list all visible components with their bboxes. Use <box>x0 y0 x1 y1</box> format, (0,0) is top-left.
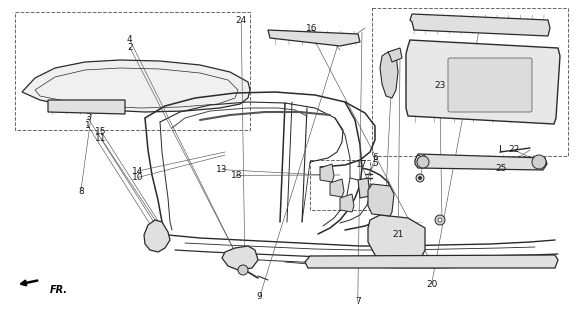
Polygon shape <box>368 184 394 216</box>
Polygon shape <box>410 14 550 36</box>
Circle shape <box>417 156 429 168</box>
Polygon shape <box>222 246 258 270</box>
Polygon shape <box>358 178 370 198</box>
Bar <box>372 8 568 156</box>
Text: 5: 5 <box>372 159 378 168</box>
Text: 4: 4 <box>127 36 133 44</box>
Text: 11: 11 <box>95 134 107 143</box>
Bar <box>310 160 370 210</box>
Polygon shape <box>330 179 344 197</box>
Polygon shape <box>320 164 334 182</box>
Text: 14: 14 <box>132 167 143 176</box>
Text: 15: 15 <box>95 127 107 136</box>
Circle shape <box>438 218 442 222</box>
Text: 7: 7 <box>355 297 361 306</box>
Polygon shape <box>268 30 360 46</box>
Text: 18: 18 <box>231 171 242 180</box>
Text: 22: 22 <box>508 145 519 154</box>
Text: 6: 6 <box>372 153 378 162</box>
Text: 8: 8 <box>78 187 84 196</box>
Circle shape <box>418 177 422 180</box>
Circle shape <box>416 174 424 182</box>
Polygon shape <box>144 220 170 252</box>
Polygon shape <box>406 40 560 124</box>
Text: 12: 12 <box>306 30 317 39</box>
Text: 24: 24 <box>235 16 247 25</box>
Polygon shape <box>48 100 125 114</box>
Text: FR.: FR. <box>50 285 68 295</box>
Polygon shape <box>368 215 425 264</box>
Circle shape <box>435 215 445 225</box>
Text: 3: 3 <box>85 113 91 122</box>
Circle shape <box>532 155 546 169</box>
Text: 10: 10 <box>132 173 143 182</box>
Polygon shape <box>388 48 402 62</box>
Text: 2: 2 <box>127 43 133 52</box>
Polygon shape <box>415 154 547 170</box>
Polygon shape <box>305 255 558 268</box>
Text: 23: 23 <box>434 81 445 90</box>
Text: 20: 20 <box>426 280 437 289</box>
Polygon shape <box>340 194 354 212</box>
Text: 19: 19 <box>380 199 391 208</box>
Text: 26: 26 <box>415 155 427 164</box>
Text: 1: 1 <box>85 121 91 130</box>
Text: 25: 25 <box>495 164 507 173</box>
Circle shape <box>236 254 244 262</box>
FancyBboxPatch shape <box>448 58 532 112</box>
Text: 9: 9 <box>257 292 263 301</box>
Text: 17: 17 <box>356 160 368 169</box>
Bar <box>15 12 250 130</box>
Circle shape <box>151 233 161 243</box>
Text: 13: 13 <box>216 165 228 174</box>
Text: 16: 16 <box>306 24 317 33</box>
Circle shape <box>238 265 248 275</box>
Polygon shape <box>22 60 250 112</box>
Text: 21: 21 <box>392 230 404 239</box>
Polygon shape <box>380 52 398 98</box>
